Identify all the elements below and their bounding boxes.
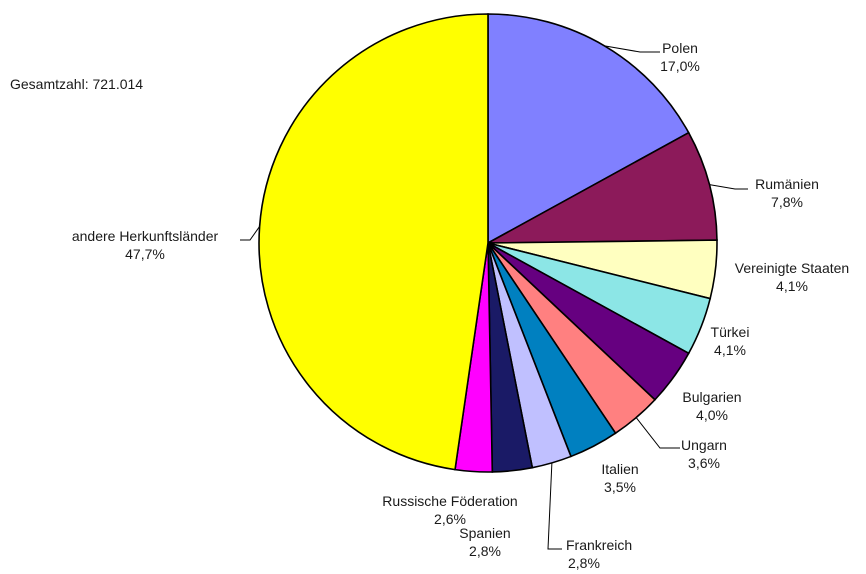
leader-line [709,184,748,190]
slice-label-name: Türkei [711,324,750,340]
slice-label-value: 47,7% [125,246,165,262]
slice-label-value: 4,1% [714,342,746,358]
leader-line [547,462,562,550]
slice-polen [487,13,690,245]
slice-label-name: Vereinigte Staaten [735,260,849,276]
leader-lines [240,45,748,550]
leader-line [240,226,261,241]
slice-label-value: 2,8% [568,555,600,571]
slice-label-name: Rumänien [755,176,819,192]
pie-slices [258,13,718,473]
slice-label-value: 4,0% [696,407,728,423]
slice-label-name: Frankreich [566,537,632,553]
slice-label-name: Ungarn [681,437,727,453]
slice-label-value: 4,1% [776,278,808,294]
leader-line [604,45,660,53]
slice-label-name: Bulgarien [682,389,741,405]
slice-label-value: 7,8% [771,194,803,210]
slice-label-value: 3,5% [604,479,636,495]
slice-label-value: 17,0% [660,58,700,74]
slice-label-name: andere Herkunftsländer [72,228,219,244]
slice-label-name: Spanien [459,525,510,541]
leader-line [635,417,680,449]
slice-label-name: Italien [601,461,638,477]
slice-label-name: Russische Föderation [382,493,517,509]
slice-label-value: 3,6% [688,455,720,471]
slice-label-value: 2,8% [469,543,501,559]
slice-rum-nien [487,131,718,244]
slice-labels: Polen 17,0% Rumänien 7,8% Vereinigte Staaten… [72,40,849,571]
slice-andere-herkunftsl-nder [258,13,489,471]
slice-label-value: 2,6% [434,511,466,527]
total-label: Gesamtzahl: 721.014 [10,76,143,92]
slice-label-name: Polen [662,40,698,56]
